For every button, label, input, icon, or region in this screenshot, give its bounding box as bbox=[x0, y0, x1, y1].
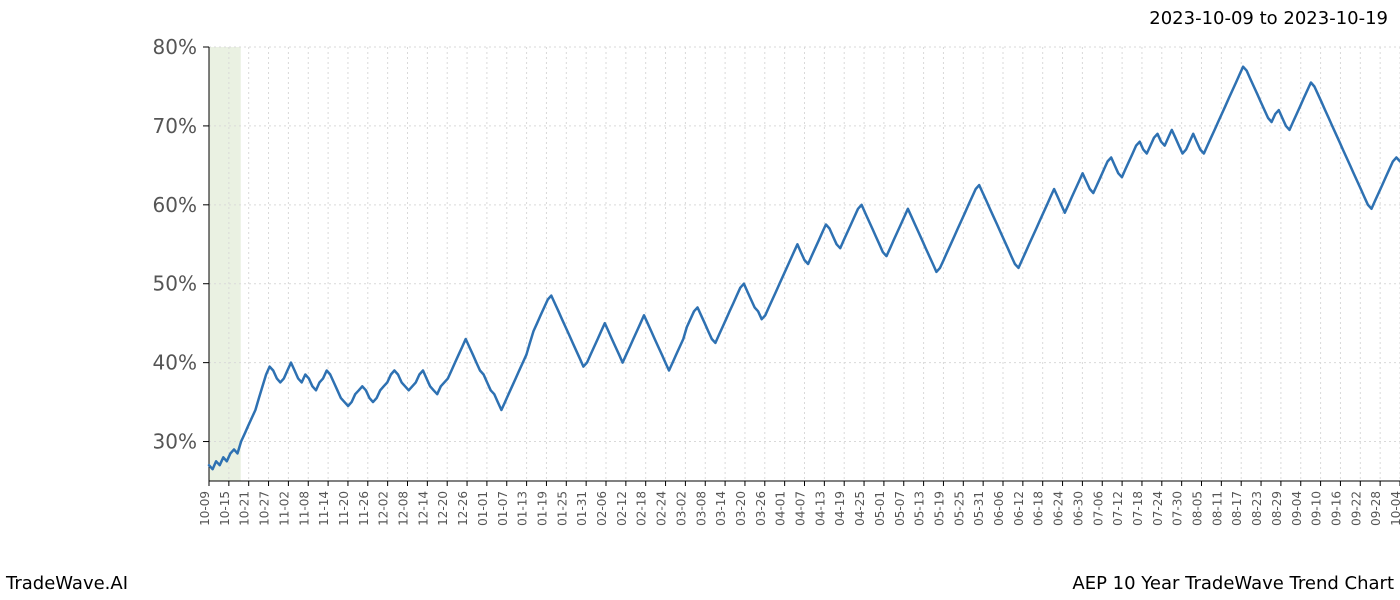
svg-text:07-18: 07-18 bbox=[1131, 491, 1145, 526]
svg-text:08-17: 08-17 bbox=[1230, 491, 1244, 526]
svg-text:01-19: 01-19 bbox=[535, 491, 549, 526]
svg-text:09-16: 09-16 bbox=[1329, 491, 1343, 526]
svg-text:10-09: 10-09 bbox=[198, 491, 212, 526]
svg-text:01-31: 01-31 bbox=[575, 491, 589, 526]
svg-text:12-14: 12-14 bbox=[416, 491, 430, 526]
svg-text:08-05: 08-05 bbox=[1191, 491, 1205, 526]
svg-text:11-02: 11-02 bbox=[277, 491, 291, 526]
date-range-label: 2023-10-09 to 2023-10-19 bbox=[1149, 8, 1388, 29]
svg-text:06-12: 06-12 bbox=[1012, 491, 1026, 526]
trend-chart: 30% 40% 50% 60% 70% 80% 10-09 10-15 10-21 10-27 11… bbox=[0, 0, 1400, 600]
svg-text:09-10: 09-10 bbox=[1310, 491, 1324, 526]
svg-text:06-24: 06-24 bbox=[1052, 491, 1066, 526]
svg-text:03-02: 03-02 bbox=[674, 491, 688, 526]
svg-text:07-24: 07-24 bbox=[1151, 491, 1165, 526]
svg-text:04-13: 04-13 bbox=[813, 491, 827, 526]
svg-text:30%: 30% bbox=[153, 430, 197, 454]
svg-text:08-29: 08-29 bbox=[1270, 491, 1284, 526]
svg-text:02-06: 02-06 bbox=[595, 491, 609, 526]
svg-text:07-12: 07-12 bbox=[1111, 491, 1125, 526]
svg-text:02-24: 02-24 bbox=[655, 491, 669, 526]
svg-text:05-07: 05-07 bbox=[893, 491, 907, 526]
svg-text:09-04: 09-04 bbox=[1290, 491, 1304, 526]
svg-text:60%: 60% bbox=[153, 193, 197, 217]
svg-text:11-08: 11-08 bbox=[297, 491, 311, 526]
svg-text:01-13: 01-13 bbox=[516, 491, 530, 526]
footer-title: AEP 10 Year TradeWave Trend Chart bbox=[1072, 573, 1394, 594]
svg-text:05-25: 05-25 bbox=[952, 491, 966, 526]
svg-text:12-26: 12-26 bbox=[456, 491, 470, 526]
footer-brand: TradeWave.AI bbox=[6, 573, 128, 594]
svg-text:11-20: 11-20 bbox=[337, 491, 351, 526]
svg-text:03-14: 03-14 bbox=[714, 491, 728, 526]
svg-text:12-08: 12-08 bbox=[397, 491, 411, 526]
svg-text:40%: 40% bbox=[153, 351, 197, 375]
svg-text:70%: 70% bbox=[153, 114, 197, 138]
svg-text:01-01: 01-01 bbox=[476, 491, 490, 526]
svg-text:11-14: 11-14 bbox=[317, 491, 331, 526]
svg-text:12-20: 12-20 bbox=[436, 491, 450, 526]
svg-text:04-25: 04-25 bbox=[853, 491, 867, 526]
svg-text:04-07: 04-07 bbox=[794, 491, 808, 526]
svg-text:09-22: 09-22 bbox=[1349, 491, 1363, 526]
svg-text:80%: 80% bbox=[153, 35, 197, 59]
svg-text:05-19: 05-19 bbox=[932, 491, 946, 526]
chart-container: 2023-10-09 to 2023-10-19 30% 40% 50% 60% 70%… bbox=[0, 0, 1400, 600]
svg-text:08-11: 08-11 bbox=[1210, 491, 1224, 526]
svg-text:04-19: 04-19 bbox=[833, 491, 847, 526]
svg-text:03-08: 03-08 bbox=[694, 491, 708, 526]
svg-text:06-30: 06-30 bbox=[1071, 491, 1085, 526]
svg-text:05-01: 05-01 bbox=[873, 491, 887, 526]
svg-text:11-26: 11-26 bbox=[357, 491, 371, 526]
svg-text:05-13: 05-13 bbox=[913, 491, 927, 526]
svg-text:12-02: 12-02 bbox=[377, 491, 391, 526]
svg-text:02-12: 02-12 bbox=[615, 491, 629, 526]
svg-text:10-04: 10-04 bbox=[1389, 491, 1400, 526]
svg-text:09-28: 09-28 bbox=[1369, 491, 1383, 526]
svg-text:05-31: 05-31 bbox=[972, 491, 986, 526]
svg-text:07-06: 07-06 bbox=[1091, 491, 1105, 526]
svg-text:01-25: 01-25 bbox=[555, 491, 569, 526]
svg-text:08-23: 08-23 bbox=[1250, 491, 1264, 526]
svg-text:10-21: 10-21 bbox=[238, 491, 252, 526]
svg-text:03-26: 03-26 bbox=[754, 491, 768, 526]
svg-text:50%: 50% bbox=[153, 272, 197, 296]
svg-text:03-20: 03-20 bbox=[734, 491, 748, 526]
svg-text:01-07: 01-07 bbox=[496, 491, 510, 526]
svg-text:06-06: 06-06 bbox=[992, 491, 1006, 526]
svg-text:02-18: 02-18 bbox=[635, 491, 649, 526]
svg-text:06-18: 06-18 bbox=[1032, 491, 1046, 526]
svg-text:04-01: 04-01 bbox=[774, 491, 788, 526]
svg-text:07-30: 07-30 bbox=[1171, 491, 1185, 526]
svg-text:10-27: 10-27 bbox=[258, 491, 272, 526]
svg-text:10-15: 10-15 bbox=[218, 491, 232, 526]
